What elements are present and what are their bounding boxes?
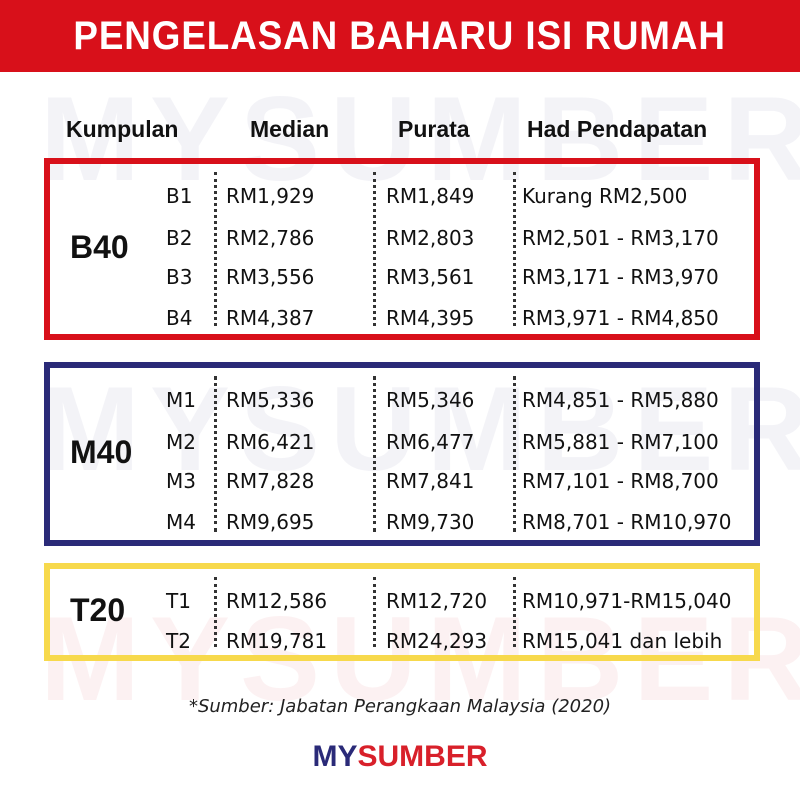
table-row: B4 RM4,387 RM4,395 RM3,971 - RM4,850 (50, 300, 754, 336)
cell-sub: T2 (166, 629, 191, 653)
cell-median: RM12,586 (226, 589, 328, 613)
cell-median: RM6,421 (226, 430, 315, 454)
cell-median: RM19,781 (226, 629, 328, 653)
table-row: B2 RM2,786 RM2,803 RM2,501 - RM3,170 (50, 220, 754, 256)
group-b40-box: B40 B1 RM1,929 RM1,849 Kurang RM2,500 B2 RM2,7… (44, 158, 760, 340)
page-title: PENGELASAN BAHARU ISI RUMAH (73, 13, 727, 58)
dotted-divider (214, 172, 217, 326)
table-row: T2 RM19,781 RM24,293 RM15,041 dan lebih (50, 623, 754, 659)
group-t20-box: T20 T1 RM12,586 RM12,720 RM10,971-RM15,040 T2… (44, 563, 760, 661)
cell-range: RM15,041 dan lebih (522, 629, 723, 653)
cell-range: RM3,171 - RM3,970 (522, 265, 719, 289)
cell-average: RM9,730 (386, 510, 475, 534)
cell-average: RM3,561 (386, 265, 475, 289)
dotted-divider (513, 577, 516, 647)
logo: MYSUMBER (0, 740, 800, 774)
dotted-divider (513, 172, 516, 326)
cell-sub: M2 (166, 430, 196, 454)
cell-average: RM4,395 (386, 306, 475, 330)
cell-sub: B1 (166, 184, 193, 208)
cell-sub: B2 (166, 226, 193, 250)
group-label: T20 (70, 592, 126, 628)
cell-average: RM2,803 (386, 226, 475, 250)
watermark: MYSUMBER (40, 362, 800, 496)
cell-sub: B3 (166, 265, 193, 289)
cell-range: RM7,101 - RM8,700 (522, 469, 719, 493)
cell-median: RM4,387 (226, 306, 315, 330)
header-median: Median (250, 116, 330, 142)
cell-median: RM2,786 (226, 226, 315, 250)
cell-median: RM5,336 (226, 388, 315, 412)
dotted-divider (373, 577, 376, 647)
cell-average: RM6,477 (386, 430, 475, 454)
cell-sub: M3 (166, 469, 196, 493)
logo-part1: MY (312, 740, 358, 773)
table-row: M3 RM7,828 RM7,841 RM7,101 - RM8,700 (50, 463, 754, 499)
cell-sub: M4 (166, 510, 196, 534)
cell-range: RM4,851 - RM5,880 (522, 388, 719, 412)
cell-range: RM10,971-RM15,040 (522, 589, 732, 613)
cell-average: RM1,849 (386, 184, 475, 208)
dotted-divider (214, 577, 217, 647)
table-row: M1 RM5,336 RM5,346 RM4,851 - RM5,880 (50, 382, 754, 418)
cell-average: RM7,841 (386, 469, 475, 493)
header-group: Kumpulan (66, 116, 179, 142)
group-m40-box: M40 M1 RM5,336 RM5,346 RM4,851 - RM5,880 M2 RM… (44, 362, 760, 546)
cell-sub: M1 (166, 388, 196, 412)
watermark: MYSUMBER (40, 72, 800, 206)
cell-range: RM8,701 - RM10,970 (522, 510, 732, 534)
title-banner: PENGELASAN BAHARU ISI RUMAH (0, 0, 800, 72)
cell-median: RM7,828 (226, 469, 315, 493)
cell-range: RM2,501 - RM3,170 (522, 226, 719, 250)
cell-average: RM24,293 (386, 629, 488, 653)
dotted-divider (373, 376, 376, 532)
cell-median: RM3,556 (226, 265, 315, 289)
table-row: M4 RM9,695 RM9,730 RM8,701 - RM10,970 (50, 504, 754, 540)
table-row: T1 RM12,586 RM12,720 RM10,971-RM15,040 (50, 583, 754, 619)
group-label: M40 (70, 434, 133, 470)
cell-average: RM12,720 (386, 589, 488, 613)
group-label: B40 (70, 229, 129, 265)
cell-sub: T1 (166, 589, 191, 613)
cell-average: RM5,346 (386, 388, 475, 412)
cell-sub: B4 (166, 306, 193, 330)
cell-median: RM9,695 (226, 510, 315, 534)
cell-range: RM3,971 - RM4,850 (522, 306, 719, 330)
dotted-divider (373, 172, 376, 326)
logo-part2: SUMBER (357, 740, 488, 773)
table-row: M2 RM6,421 RM6,477 RM5,881 - RM7,100 (50, 424, 754, 460)
dotted-divider (513, 376, 516, 532)
header-average: Purata (398, 116, 470, 142)
table-row: B3 RM3,556 RM3,561 RM3,171 - RM3,970 (50, 259, 754, 295)
header-range: Had Pendapatan (527, 116, 708, 142)
table-row: B1 RM1,929 RM1,849 Kurang RM2,500 (50, 178, 754, 214)
source-footnote: *Sumber: Jabatan Perangkaan Malaysia (20… (188, 696, 612, 717)
dotted-divider (214, 376, 217, 532)
cell-median: RM1,929 (226, 184, 315, 208)
cell-range: RM5,881 - RM7,100 (522, 430, 719, 454)
cell-range: Kurang RM2,500 (522, 184, 688, 208)
